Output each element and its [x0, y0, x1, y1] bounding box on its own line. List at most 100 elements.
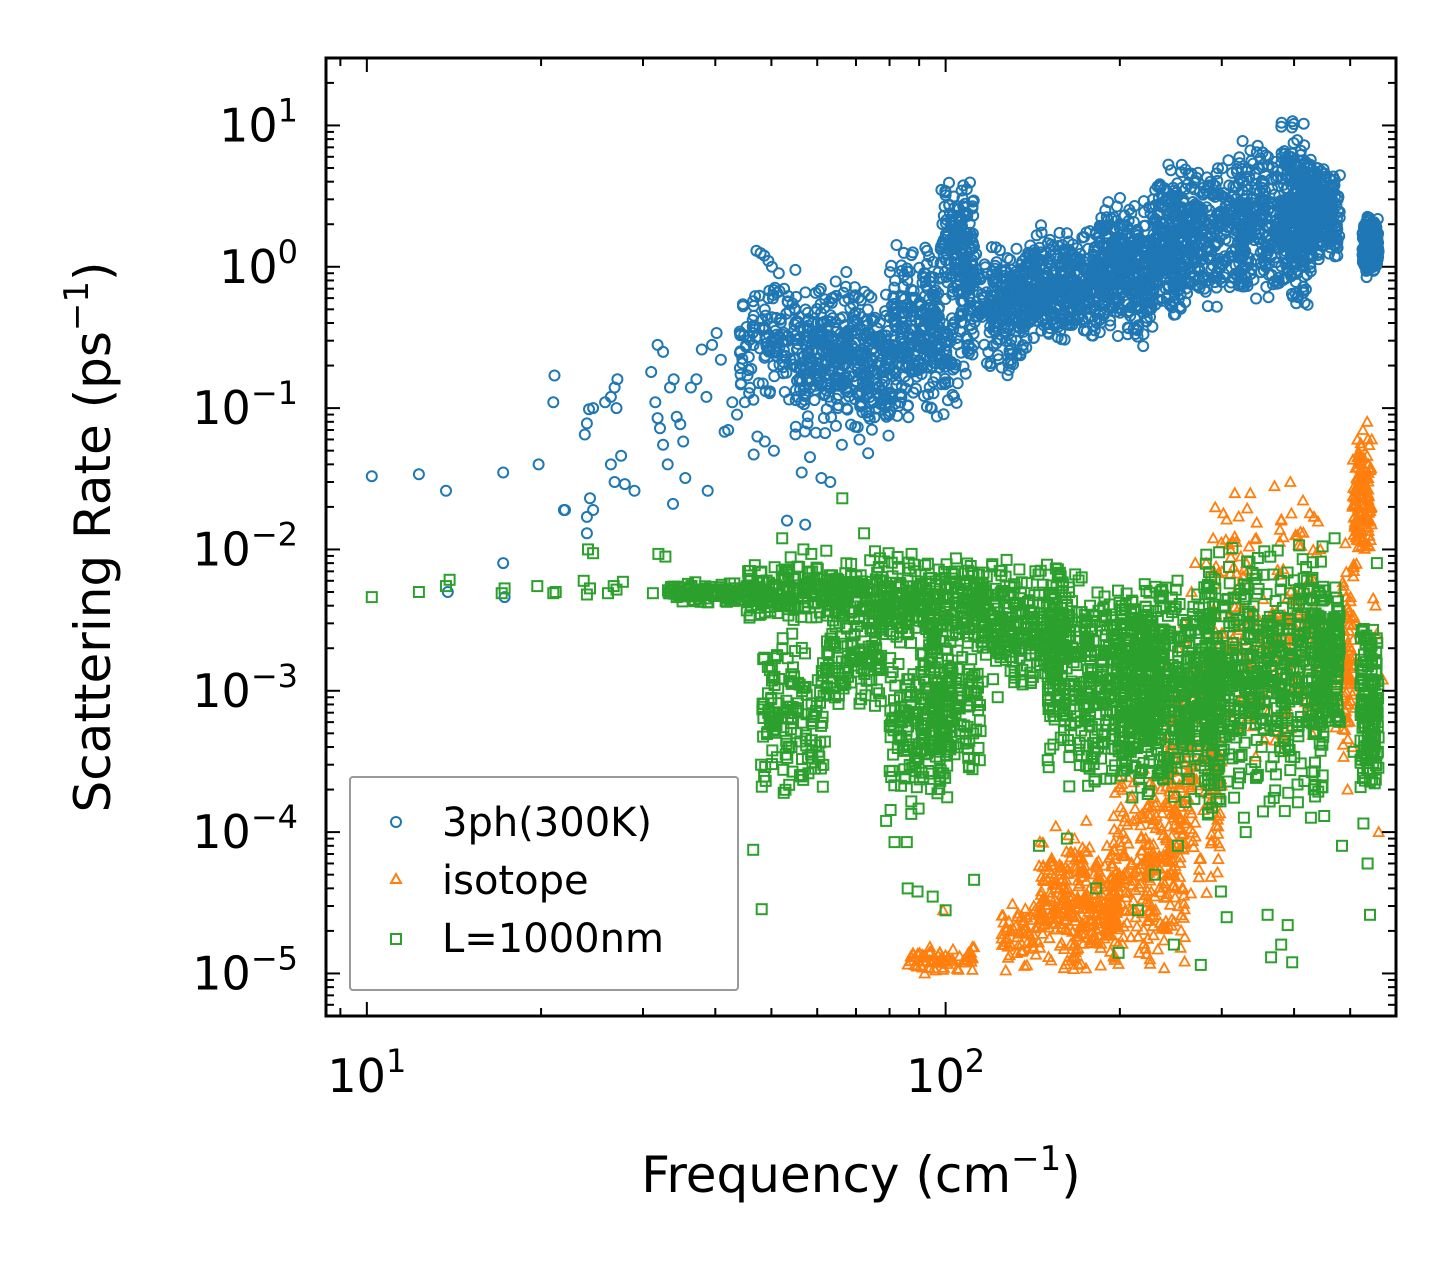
point-3ph [902, 330, 915, 343]
point-3ph [836, 311, 849, 324]
point-3ph [901, 262, 913, 275]
point-3ph [860, 380, 873, 393]
point-3ph [832, 402, 844, 414]
point-3ph [873, 380, 885, 393]
point-3ph [801, 367, 814, 379]
point-3ph [927, 303, 940, 316]
point-3ph [885, 259, 898, 272]
point-3ph [960, 209, 973, 222]
point-3ph [939, 360, 952, 373]
point-3ph [934, 257, 947, 270]
point-3ph [865, 423, 878, 436]
point-3ph [858, 348, 871, 361]
point-3ph [924, 350, 936, 363]
point-3ph [967, 327, 980, 340]
point-3ph [935, 240, 948, 253]
point-3ph [948, 390, 960, 403]
point-3ph [838, 375, 851, 388]
point-3ph [813, 362, 826, 374]
point-3ph [959, 255, 972, 268]
point-3ph [740, 339, 753, 352]
point-3ph [921, 244, 933, 257]
point-3ph [902, 347, 915, 360]
point-3ph [905, 283, 918, 296]
point-3ph [939, 217, 952, 230]
point-3ph [924, 362, 937, 374]
point-3ph [907, 386, 920, 399]
point-3ph [945, 214, 958, 227]
point-3ph [813, 324, 825, 337]
point-3ph [911, 363, 924, 375]
point-3ph [765, 339, 778, 352]
point-3ph [929, 370, 942, 383]
point-3ph [947, 323, 960, 336]
point-3ph [968, 240, 980, 253]
point-3ph [985, 241, 998, 254]
point-3ph [924, 401, 937, 414]
point-3ph [801, 348, 814, 361]
point-3ph [868, 411, 881, 424]
point-3ph [783, 304, 796, 317]
point-3ph [736, 352, 749, 365]
point-3ph [809, 379, 822, 392]
point-3ph [902, 338, 915, 351]
point-3ph [764, 385, 776, 398]
point-3ph [758, 323, 771, 336]
point-3ph [801, 329, 813, 342]
point-3ph [897, 246, 910, 259]
point-3ph [981, 357, 993, 370]
point-3ph [876, 351, 889, 364]
point-3ph [967, 305, 980, 318]
point-3ph [1001, 369, 1014, 382]
point-3ph [825, 376, 838, 389]
point-3ph [809, 426, 822, 439]
point-3ph [902, 399, 914, 412]
point-3ph [789, 420, 802, 433]
point-3ph [990, 241, 1002, 254]
point-3ph [840, 266, 853, 278]
point-3ph [759, 349, 772, 362]
point-3ph [903, 265, 916, 278]
point-3ph [790, 361, 802, 373]
point-3ph [904, 323, 917, 336]
point-3ph [852, 291, 865, 304]
point-3ph [819, 293, 832, 306]
point-3ph [830, 323, 843, 336]
point-3ph [929, 309, 942, 322]
point-3ph [883, 347, 896, 360]
point-3ph [801, 410, 814, 423]
point-3ph [960, 330, 973, 343]
point-3ph [884, 266, 896, 279]
point-3ph [990, 337, 1003, 350]
point-3ph [889, 274, 902, 287]
point-3ph [801, 417, 814, 430]
point-3ph [966, 254, 979, 267]
point-3ph [752, 377, 765, 390]
point-3ph [799, 387, 812, 400]
point-3ph [902, 411, 915, 424]
point-3ph [736, 357, 749, 370]
point-3ph [829, 275, 842, 288]
point-3ph [793, 331, 806, 344]
point-3ph [870, 337, 883, 350]
point-3ph [798, 425, 811, 438]
point-3ph [919, 341, 932, 353]
point-3ph [878, 389, 891, 402]
point-3ph [775, 312, 788, 325]
point-3ph [957, 179, 970, 192]
point-3ph [953, 310, 966, 323]
point-3ph [935, 183, 948, 196]
point-3ph [817, 333, 830, 346]
point-3ph [946, 318, 959, 331]
point-3ph [817, 412, 830, 424]
point-3ph [950, 396, 963, 409]
point-3ph [756, 377, 769, 390]
point-3ph [842, 346, 855, 358]
point-3ph [753, 342, 766, 355]
point-3ph [900, 359, 913, 372]
point-3ph [791, 333, 804, 346]
point-3ph [955, 184, 968, 197]
point-3ph [930, 329, 943, 342]
point-3ph [926, 356, 939, 369]
